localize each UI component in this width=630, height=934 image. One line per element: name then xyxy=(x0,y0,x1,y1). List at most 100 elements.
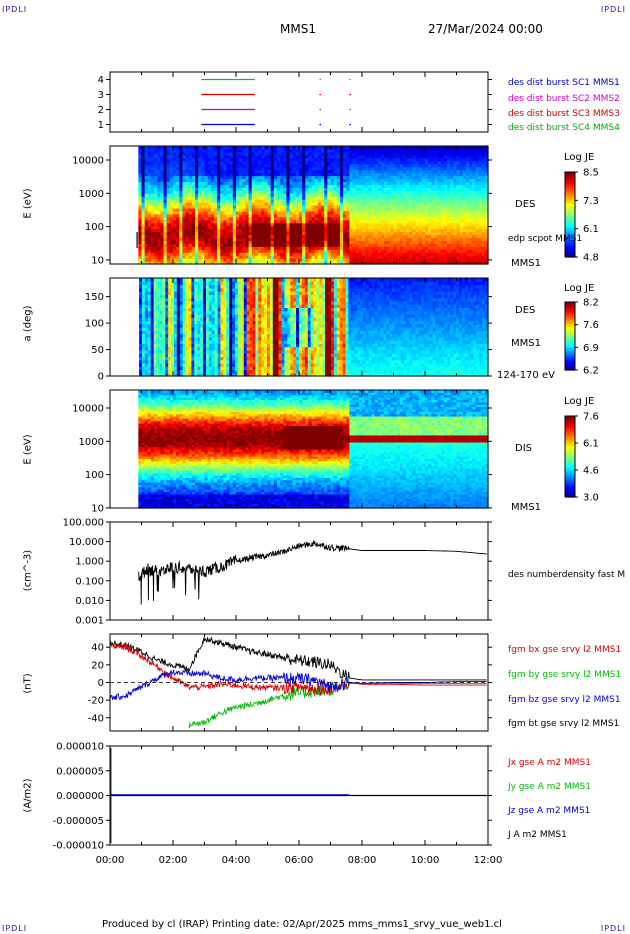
des-energy-spectrogram-cell xyxy=(242,181,247,185)
des-energy-spectrogram-cell xyxy=(245,181,250,185)
des-energy-spectrogram-cell xyxy=(317,252,322,256)
des-energy-spectrogram-cell xyxy=(179,190,184,194)
des-energy-spectrogram-cell xyxy=(399,160,404,165)
des-energy-spectrogram-cell xyxy=(393,225,398,230)
des-energy-spectrogram-cell xyxy=(289,172,294,177)
des-energy-spectrogram-cell xyxy=(299,202,303,206)
des-energy-spectrogram-cell xyxy=(299,225,303,230)
des-energy-spectrogram-cell xyxy=(387,228,391,233)
des-energy-spectrogram-cell xyxy=(352,246,357,250)
des-energy-spectrogram-cell xyxy=(150,249,155,253)
des-energy-spectrogram-cell xyxy=(141,246,146,250)
des-energy-spectrogram-cell xyxy=(418,249,423,253)
des-energy-spectrogram-cell xyxy=(390,243,395,247)
des-energy-spectrogram-cell xyxy=(229,252,234,256)
des-pitch-spectrogram-cell xyxy=(176,323,181,328)
des-energy-spectrogram-cell xyxy=(229,219,234,224)
des-energy-spectrogram-cell xyxy=(210,187,215,191)
des-energy-spectrogram-cell xyxy=(472,199,476,203)
des-energy-spectrogram-cell xyxy=(355,178,360,182)
des-energy-spectrogram-cell xyxy=(245,146,250,150)
des-pitch-spectrogram-cell xyxy=(144,366,149,371)
des-energy-spectrogram-cell xyxy=(478,207,483,212)
des-energy-spectrogram-cell xyxy=(475,228,480,233)
des-energy-spectrogram-cell xyxy=(484,258,489,262)
des-energy-spectrogram-cell xyxy=(339,146,344,150)
des-pitch-spectrogram-cell xyxy=(139,278,143,282)
des-energy-spectrogram-cell xyxy=(333,240,338,244)
des-energy-spectrogram-cell xyxy=(349,175,354,180)
des-energy-spectrogram-cell xyxy=(465,178,470,182)
des-energy-spectrogram-cell xyxy=(144,196,149,200)
des-energy-spectrogram-cell xyxy=(365,154,369,159)
des-energy-spectrogram-cell xyxy=(415,172,420,177)
des-energy-spectrogram-cell xyxy=(223,216,228,221)
des-energy-spectrogram-cell xyxy=(138,169,143,174)
des-pitch-spectrogram-cell xyxy=(165,362,169,367)
des-energy-spectrogram-cell xyxy=(173,225,177,230)
des-energy-spectrogram-cell xyxy=(280,249,284,253)
des-energy-spectrogram-cell xyxy=(339,258,344,262)
des-energy-spectrogram-cell xyxy=(418,231,423,236)
des-energy-spectrogram-cell xyxy=(374,207,379,212)
des-energy-spectrogram-cell xyxy=(314,228,319,233)
des-energy-spectrogram-cell xyxy=(425,249,429,253)
des-energy-spectrogram-cell xyxy=(311,210,316,215)
des-energy-spectrogram-cell xyxy=(198,196,202,200)
des-energy-spectrogram-cell xyxy=(210,219,215,224)
burst-y-tick-label: 3 xyxy=(98,90,104,101)
des-energy-spectrogram-cell xyxy=(239,237,243,241)
des-pitch-spectrogram-cell xyxy=(156,278,161,282)
des-energy-spectrogram-cell xyxy=(437,196,442,200)
des-energy-spectrogram-cell xyxy=(453,184,458,188)
des-energy-spectrogram-cell xyxy=(223,255,228,259)
des-energy-spectrogram-cell xyxy=(406,249,410,253)
des-energy-spectrogram-cell xyxy=(270,146,275,150)
des-energy-spectrogram-cell xyxy=(343,216,347,221)
des-energy-spectrogram-cell xyxy=(428,151,432,156)
des-energy-spectrogram-cell xyxy=(173,216,177,221)
des-energy-spectrogram-cell xyxy=(402,240,407,244)
des-pitch-spectrogram-cell xyxy=(179,356,184,361)
des-energy-spectrogram-cell xyxy=(336,255,341,259)
des-energy-spectrogram-cell xyxy=(286,184,291,188)
des-energy-spectrogram-cell xyxy=(295,225,300,230)
des-energy-spectrogram-cell xyxy=(469,202,473,206)
des-energy-spectrogram-cell xyxy=(204,210,209,215)
des-energy-spectrogram-cell xyxy=(229,154,234,159)
des-energy-spectrogram-cell xyxy=(324,213,328,218)
des-energy-spectrogram-cell xyxy=(195,213,199,218)
des-energy-spectrogram-cell xyxy=(425,225,429,230)
des-energy-spectrogram-cell xyxy=(355,213,360,218)
des-energy-spectrogram-cell xyxy=(465,199,470,203)
des-energy-spectrogram-cell xyxy=(406,202,410,206)
des-energy-spectrogram-cell xyxy=(188,222,193,227)
des-energy-spectrogram-cell xyxy=(393,258,398,262)
des-energy-spectrogram-cell xyxy=(157,163,161,168)
des-energy-spectrogram-cell xyxy=(267,234,272,239)
des-energy-spectrogram-cell xyxy=(160,196,165,200)
des-energy-spectrogram-cell xyxy=(154,160,158,165)
des-energy-spectrogram-cell xyxy=(371,207,376,212)
des-energy-spectrogram-cell xyxy=(248,258,253,262)
des-energy-spectrogram-cell xyxy=(440,172,445,177)
des-energy-spectrogram-cell xyxy=(270,157,275,162)
des-energy-spectrogram-cell xyxy=(182,249,187,253)
des-energy-spectrogram-cell xyxy=(239,243,243,247)
des-energy-spectrogram-cell xyxy=(150,261,155,265)
des-energy-spectrogram-cell xyxy=(176,225,180,230)
des-energy-spectrogram-cell xyxy=(229,196,234,200)
des-energy-spectrogram-cell xyxy=(317,187,322,191)
des-pitch-spectrogram-cell xyxy=(179,313,184,318)
des-energy-spectrogram-cell xyxy=(289,181,294,185)
des-energy-spectrogram-cell xyxy=(141,234,146,239)
des-energy-spectrogram-cell xyxy=(415,199,420,203)
des-energy-spectrogram-cell xyxy=(475,151,480,156)
des-energy-spectrogram-cell xyxy=(229,146,234,150)
des-pitch-spectrogram-cell xyxy=(173,353,178,357)
des-energy-spectrogram-cell xyxy=(402,216,407,221)
des-pitch-spectrogram-cell xyxy=(147,366,152,371)
des-energy-spectrogram-cell xyxy=(239,157,243,162)
des-energy-spectrogram-cell xyxy=(207,187,212,191)
des-energy-spectrogram-cell xyxy=(308,243,313,247)
